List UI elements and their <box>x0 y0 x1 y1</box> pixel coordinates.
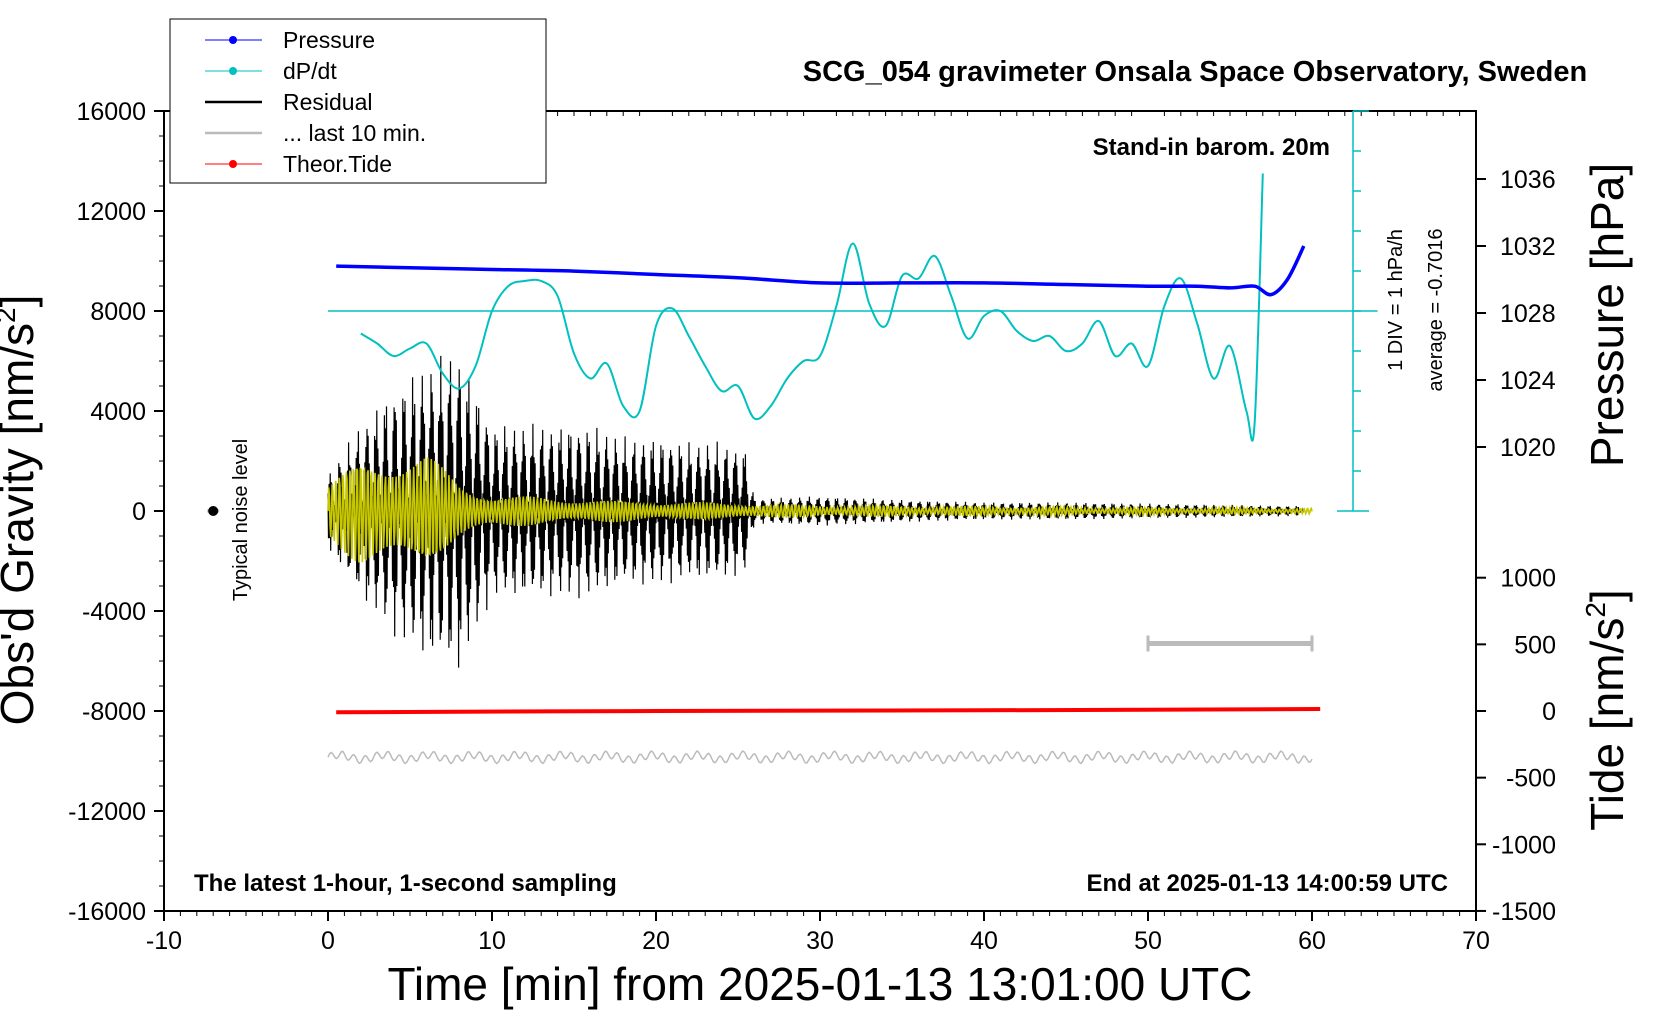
y-tick-label: -12000 <box>68 798 146 826</box>
filtered-series-line <box>327 457 1313 563</box>
pressure-axis-ticks: 1036 1032 1028 1024 1020 <box>1476 166 1556 462</box>
tide-tick-label: 500 <box>1514 631 1556 659</box>
tide-axis-ticks: 1000 500 0 -500 -1000 -1500 <box>1476 565 1556 926</box>
legend-label: Residual <box>283 89 373 115</box>
y-tick-label: -16000 <box>68 898 146 926</box>
tide-series-line <box>336 707 1321 715</box>
x-tick-label: 70 <box>1462 927 1490 955</box>
residual-series-line <box>327 355 1305 668</box>
y-tick-label: 16000 <box>76 98 146 126</box>
tide-tick-label: -1500 <box>1492 898 1556 926</box>
pressure-series-line <box>336 245 1306 297</box>
y-tick-label: 12000 <box>76 198 146 226</box>
y-tick-label: 4000 <box>90 398 146 426</box>
legend: Pressure dP/dt Residual ... last 10 min. The… <box>169 18 547 184</box>
y-axis-label-pressure: Pressure [hPa] <box>1581 163 1633 467</box>
tide-tick-label: -500 <box>1506 765 1556 793</box>
legend-label: Theor.Tide <box>283 151 392 177</box>
legend-label: Pressure <box>283 27 375 53</box>
x-tick-label: 60 <box>1298 927 1326 955</box>
x-tick-label: 0 <box>321 927 335 955</box>
legend-marker <box>229 36 237 44</box>
bottom-right-note: End at 2025-01-13 14:00:59 UTC <box>1087 870 1449 897</box>
average-annotation: average = -0.7016 <box>1425 229 1447 392</box>
x-tick-label: 50 <box>1134 927 1162 955</box>
noise-level-point <box>208 506 219 516</box>
legend-label: dP/dt <box>283 58 337 84</box>
y-tick-label: -8000 <box>82 698 146 726</box>
legend-label: ... last 10 min. <box>283 120 426 146</box>
tide-tick-label: 0 <box>1542 698 1556 726</box>
last-10-min-series-line <box>327 749 1313 765</box>
x-axis-ticks: -10 0 10 20 30 40 50 60 70 <box>146 911 1490 955</box>
x-tick-label: 40 <box>970 927 998 955</box>
div-annotation: 1 DIV = 1 hPa/h <box>1385 229 1407 371</box>
pressure-tick-label: 1036 <box>1500 166 1556 194</box>
x-tick-label: -10 <box>146 927 182 955</box>
legend-marker <box>229 67 237 75</box>
reference-lines <box>328 110 1378 512</box>
series-layer <box>207 173 1321 765</box>
y-axis-label-tide: Tide [nm/s2] <box>1580 589 1633 830</box>
bottom-left-note: The latest 1-hour, 1-second sampling <box>194 870 617 897</box>
legend-marker <box>229 160 237 168</box>
barom-annotation: Stand-in barom. 20m <box>1093 134 1330 161</box>
pressure-tick-label: 1020 <box>1500 434 1556 462</box>
y-tick-label: -4000 <box>82 598 146 626</box>
pressure-tick-label: 1024 <box>1500 367 1556 395</box>
y-axis-label-left: Obs'd Gravity [nm/s2] <box>0 295 43 726</box>
pressure-tick-label: 1032 <box>1500 233 1556 261</box>
pressure-tick-label: 1028 <box>1500 300 1556 328</box>
x-axis-label: Time [min] from 2025-01-13 13:01:00 UTC <box>388 958 1253 1010</box>
tide-tick-label: -1000 <box>1492 831 1556 859</box>
noise-annotation: Typical noise level <box>230 439 252 601</box>
legend-entries: Pressure dP/dt Residual ... last 10 min. The… <box>205 27 426 177</box>
dpdt-series-line <box>360 173 1264 442</box>
chart-title: SCG_054 gravimeter Onsala Space Observat… <box>803 56 1587 88</box>
tide-tick-label: 1000 <box>1500 565 1556 593</box>
y-tick-label: 0 <box>132 498 146 526</box>
x-tick-label: 10 <box>478 927 506 955</box>
y-tick-label: 8000 <box>90 298 146 326</box>
left-axis-ticks: 16000 12000 8000 4000 0 -4000 -8000 -12000 -1600… <box>68 98 164 926</box>
x-tick-label: 30 <box>806 927 834 955</box>
x-tick-label: 20 <box>642 927 670 955</box>
